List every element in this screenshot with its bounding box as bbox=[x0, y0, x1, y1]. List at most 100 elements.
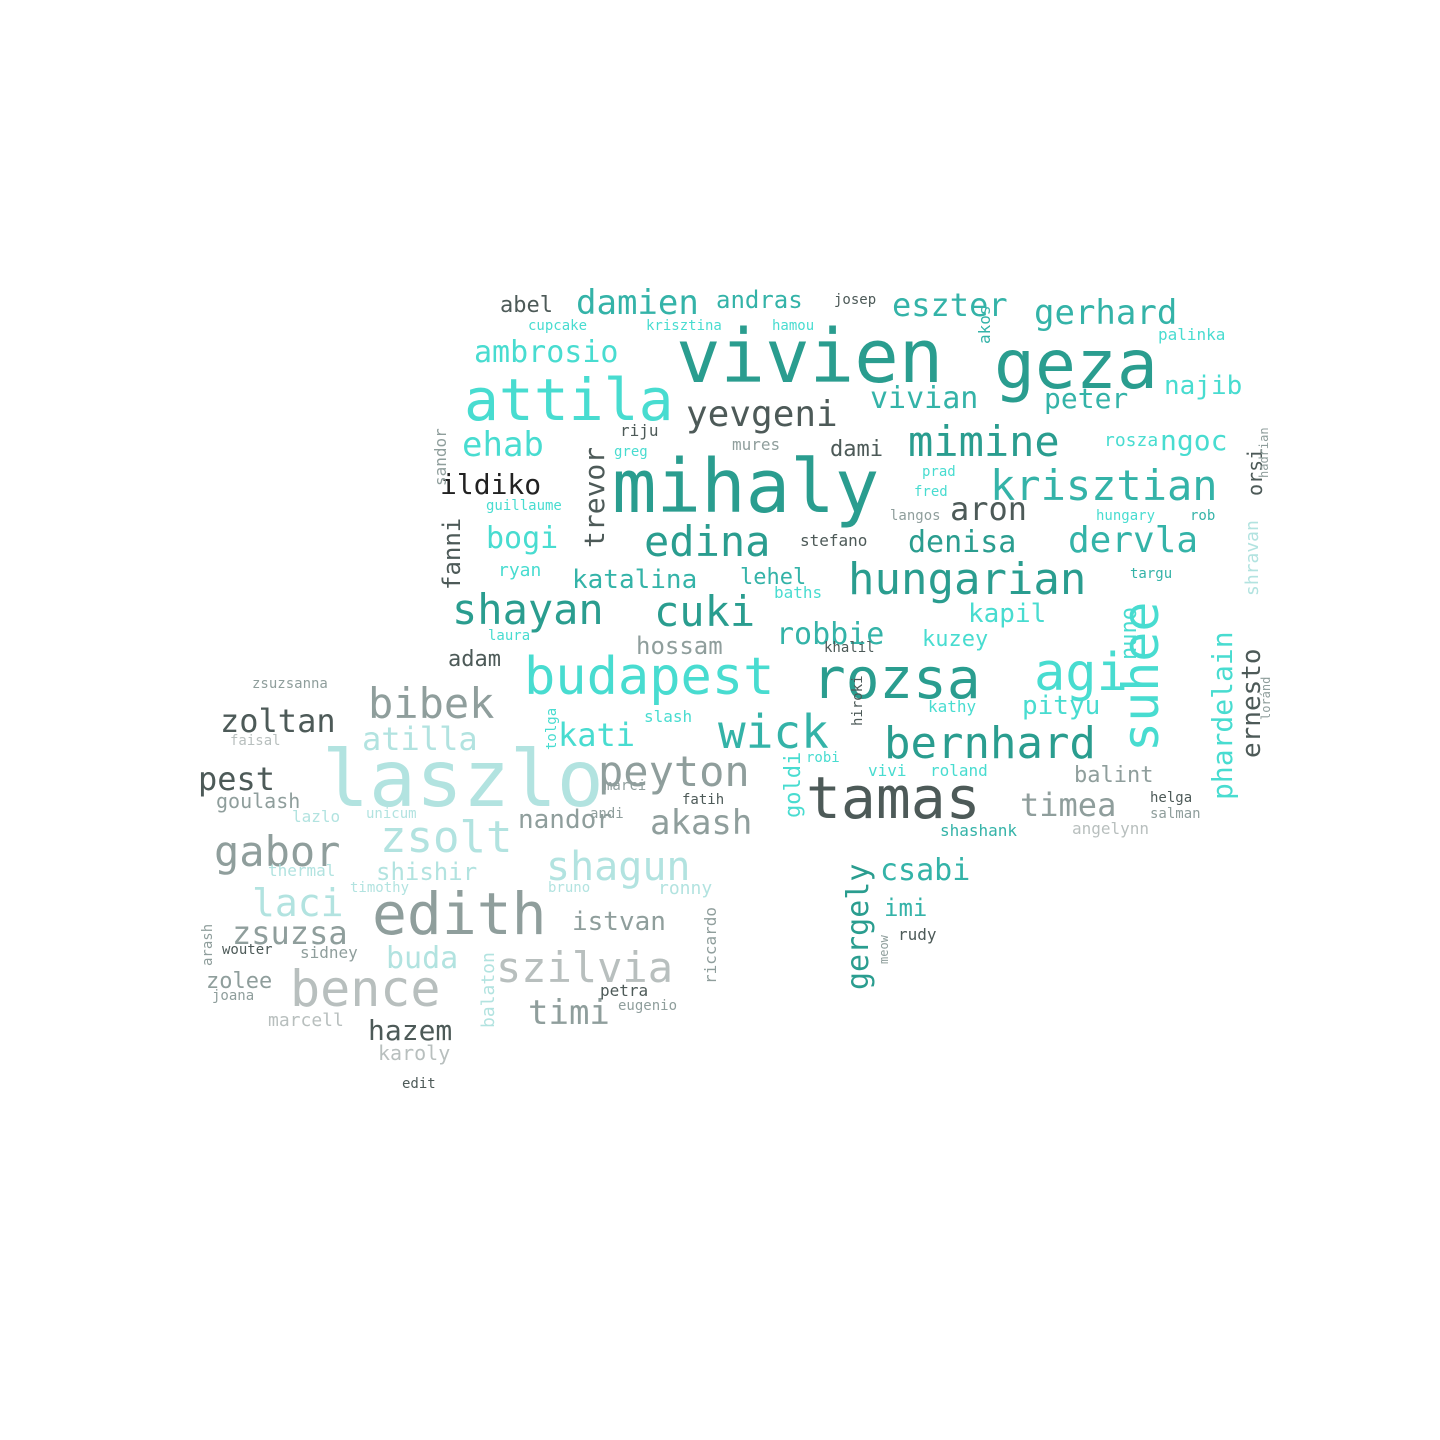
cloud-word: nuno bbox=[1117, 607, 1142, 660]
cloud-word: ronny bbox=[658, 878, 712, 899]
cloud-word: imi bbox=[884, 894, 927, 922]
cloud-word: langos bbox=[890, 508, 941, 524]
cloud-word: atilla bbox=[362, 720, 478, 758]
cloud-word: vivien bbox=[676, 314, 943, 400]
cloud-word: khalil bbox=[824, 640, 875, 656]
cloud-word: shagun bbox=[546, 844, 691, 890]
cloud-word: josep bbox=[834, 292, 876, 308]
cloud-word: joana bbox=[212, 988, 254, 1004]
cloud-word: zsuzsanna bbox=[252, 676, 328, 692]
cloud-word: attila bbox=[464, 366, 674, 434]
cloud-word: thermal bbox=[268, 861, 335, 880]
cloud-word: arash bbox=[200, 924, 216, 966]
cloud-word: kuzey bbox=[922, 627, 988, 652]
cloud-word: ambrosio bbox=[474, 335, 619, 370]
cloud-word: marcell bbox=[268, 1010, 344, 1031]
cloud-word: unicum bbox=[366, 806, 417, 822]
cloud-word: robbie bbox=[776, 617, 884, 652]
cloud-word: mures bbox=[732, 435, 780, 454]
cloud-word: shishir bbox=[376, 858, 477, 886]
cloud-word: najib bbox=[1164, 371, 1242, 401]
cloud-word: robi bbox=[806, 750, 840, 766]
cloud-word: hazem bbox=[368, 1014, 452, 1047]
cloud-word: dervla bbox=[1068, 520, 1198, 561]
cloud-word: bence bbox=[290, 960, 441, 1018]
cloud-word: bibek bbox=[368, 679, 494, 728]
cloud-word: geza bbox=[994, 326, 1158, 405]
cloud-word: zoltan bbox=[220, 702, 336, 740]
cloud-word: palinka bbox=[1158, 325, 1225, 344]
cloud-word: angelynn bbox=[1072, 819, 1149, 838]
cloud-word: trevor bbox=[578, 447, 611, 548]
cloud-word: wick bbox=[718, 705, 829, 759]
cloud-word: katalina bbox=[572, 565, 697, 595]
cloud-word: ernesto bbox=[1237, 648, 1267, 758]
cloud-word: zsolt bbox=[380, 812, 512, 863]
cloud-word: ryan bbox=[498, 560, 541, 581]
cloud-word: balint bbox=[1074, 763, 1153, 788]
cloud-word: ngoc bbox=[1160, 424, 1227, 457]
cloud-word: prad bbox=[922, 464, 956, 480]
cloud-word: akash bbox=[650, 803, 752, 843]
cloud-word: csabi bbox=[880, 853, 970, 888]
cloud-word: karoly bbox=[378, 1041, 450, 1065]
cloud-word: lazlo bbox=[292, 807, 340, 826]
cloud-word: meow bbox=[877, 934, 891, 964]
cloud-word: buda bbox=[386, 941, 458, 976]
cloud-word: laci bbox=[252, 881, 344, 925]
cloud-word: kathy bbox=[928, 697, 977, 716]
cloud-word: pest bbox=[198, 760, 275, 798]
cloud-word: szilvia bbox=[496, 943, 673, 992]
cloud-word: wouter bbox=[222, 942, 273, 958]
cloud-word: edith bbox=[372, 880, 547, 948]
cloud-word: hossam bbox=[636, 632, 723, 660]
cloud-word: kapil bbox=[968, 599, 1046, 629]
cloud-word: vivian bbox=[870, 381, 978, 416]
cloud-word: pityu bbox=[1022, 691, 1100, 721]
cloud-word: eszter bbox=[892, 286, 1008, 324]
cloud-word: gergely bbox=[841, 864, 876, 990]
cloud-word: timothy bbox=[350, 880, 409, 896]
cloud-word: hungarian bbox=[848, 554, 1086, 605]
cloud-word: bruno bbox=[548, 880, 590, 896]
cloud-word: vivi bbox=[868, 761, 907, 780]
cloud-word: laura bbox=[488, 628, 530, 644]
cloud-word: tolga bbox=[544, 708, 560, 750]
cloud-word: targu bbox=[1130, 566, 1172, 582]
cloud-word: hamou bbox=[772, 318, 814, 334]
cloud-word: petra bbox=[600, 981, 648, 1000]
cloud-word: timea bbox=[1020, 786, 1116, 824]
cloud-word: shashank bbox=[940, 821, 1017, 840]
cloud-word: rozsa bbox=[812, 647, 981, 712]
cloud-word: guillaume bbox=[486, 498, 562, 514]
cloud-word: fanni bbox=[438, 518, 466, 590]
cloud-word: nandor bbox=[518, 805, 612, 835]
cloud-word: balaton bbox=[478, 952, 499, 1028]
cloud-word: gerhard bbox=[1034, 293, 1177, 333]
cloud-word: krisztina bbox=[646, 318, 722, 334]
cloud-word: suhee bbox=[1112, 601, 1170, 752]
cloud-word: mihaly bbox=[612, 444, 879, 530]
cloud-word: shravan bbox=[1242, 520, 1263, 596]
cloud-word: hiroki bbox=[850, 675, 866, 726]
cloud-word: riccardo bbox=[701, 907, 720, 984]
cloud-word: adam bbox=[448, 647, 501, 672]
cloud-word: gabor bbox=[214, 827, 340, 876]
cloud-word: akos bbox=[975, 305, 994, 344]
cloud-word: rob bbox=[1190, 508, 1215, 524]
cloud-word: ildiko bbox=[440, 468, 541, 501]
cloud-word: agi bbox=[1034, 643, 1128, 703]
cloud-word: budapest bbox=[524, 647, 774, 707]
cloud-word: damien bbox=[576, 283, 699, 323]
cloud-word: dami bbox=[830, 437, 883, 462]
cloud-word: hungary bbox=[1096, 508, 1155, 524]
cloud-word: faisal bbox=[230, 733, 281, 749]
cloud-word: goulash bbox=[216, 789, 300, 813]
cloud-word: sandor bbox=[431, 428, 450, 486]
cloud-word: salman bbox=[1150, 806, 1201, 822]
cloud-word: peter bbox=[1044, 382, 1128, 415]
cloud-word: abel bbox=[500, 293, 553, 318]
cloud-word: cuki bbox=[654, 587, 755, 636]
cloud-word: fred bbox=[914, 484, 948, 500]
